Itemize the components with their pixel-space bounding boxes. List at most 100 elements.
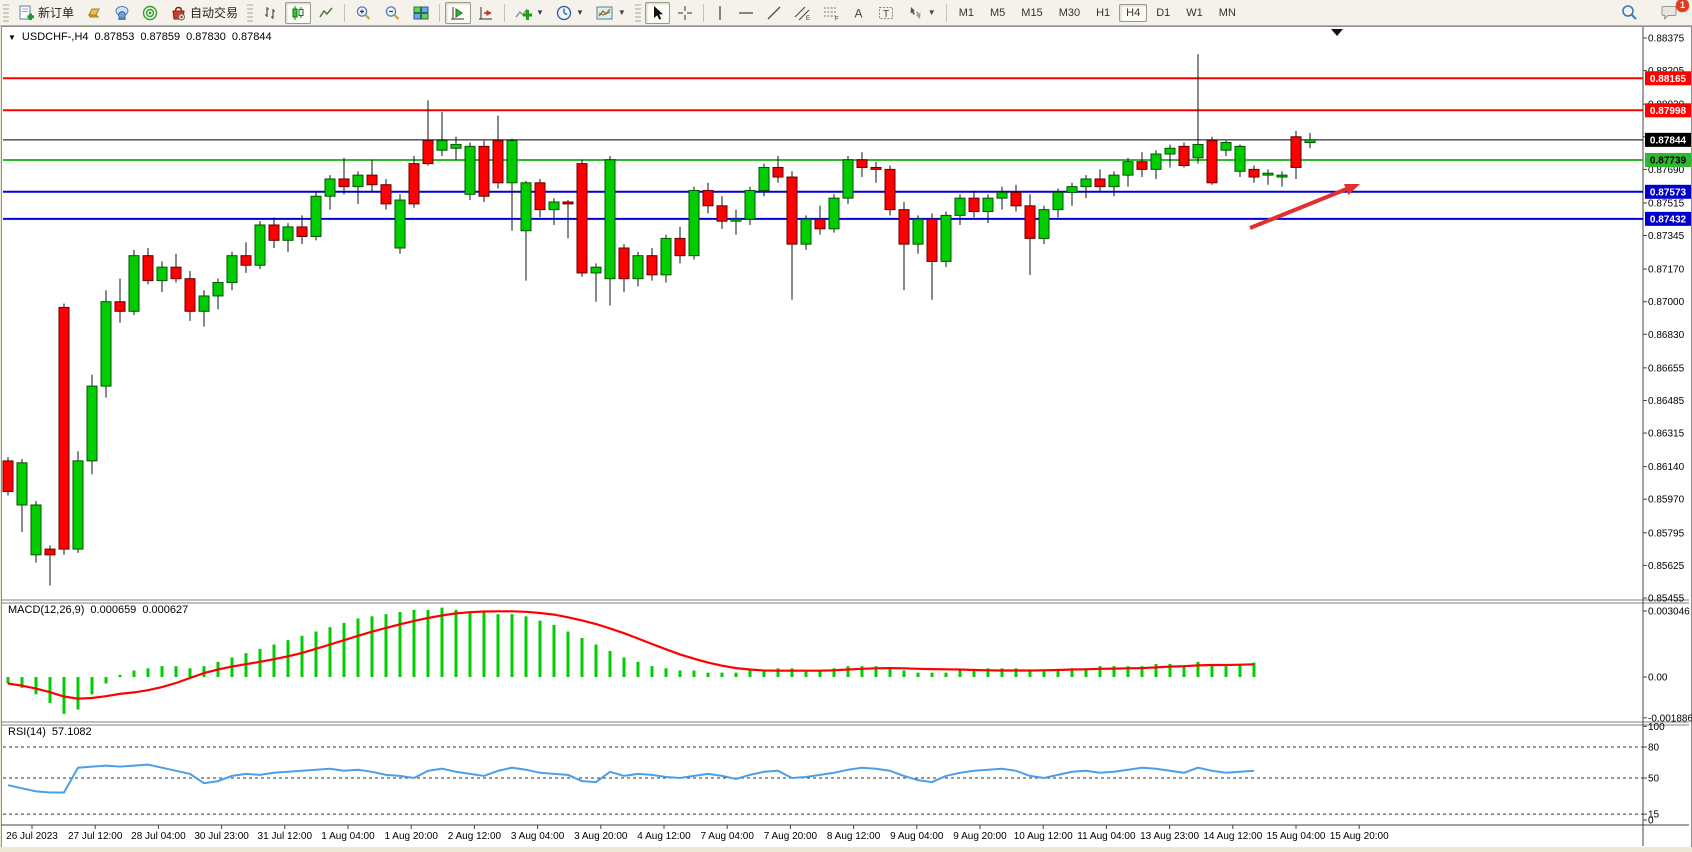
fibonacci-tool-button[interactable]: F bbox=[818, 2, 845, 24]
candlestick[interactable] bbox=[1234, 145, 1246, 172]
candlestick[interactable] bbox=[72, 460, 84, 550]
candlestick[interactable] bbox=[450, 143, 462, 149]
candlestick[interactable] bbox=[478, 145, 490, 197]
channel-tool-button[interactable]: E bbox=[789, 2, 816, 24]
candlestick[interactable] bbox=[394, 199, 406, 249]
candlestick[interactable] bbox=[142, 255, 154, 282]
candlestick[interactable] bbox=[338, 178, 350, 188]
trend-arrow-head[interactable] bbox=[1344, 184, 1360, 195]
candlestick[interactable] bbox=[114, 301, 126, 312]
candlestick[interactable] bbox=[30, 504, 42, 556]
candlestick[interactable] bbox=[674, 237, 686, 257]
chevron-down-icon[interactable]: ▼ bbox=[617, 8, 626, 17]
candlestick[interactable] bbox=[982, 197, 994, 213]
candlestick[interactable] bbox=[688, 189, 700, 257]
candlestick[interactable] bbox=[576, 163, 588, 274]
candlestick[interactable] bbox=[926, 218, 938, 262]
candlestick[interactable] bbox=[366, 174, 378, 186]
candlestick[interactable] bbox=[506, 140, 518, 184]
candlestick[interactable] bbox=[1066, 186, 1078, 193]
candlestick[interactable] bbox=[1108, 174, 1120, 188]
candlestick[interactable] bbox=[632, 255, 644, 280]
periods-button[interactable]: ▼ bbox=[551, 2, 589, 24]
candlestick[interactable] bbox=[436, 140, 448, 151]
candlestick[interactable] bbox=[828, 197, 840, 230]
candlestick[interactable] bbox=[716, 205, 728, 222]
candlestick[interactable] bbox=[1136, 161, 1148, 170]
candlestick[interactable] bbox=[198, 295, 210, 312]
timeframe-button-d1[interactable]: D1 bbox=[1156, 6, 1171, 19]
timeframe-button-w1[interactable]: W1 bbox=[1186, 6, 1203, 19]
candlestick[interactable] bbox=[1164, 147, 1176, 155]
timeframe-button-h4[interactable]: H4 bbox=[1119, 3, 1148, 22]
candlestick[interactable] bbox=[618, 247, 630, 280]
trend-arrow-annotation[interactable] bbox=[1249, 184, 1355, 230]
chevron-down-icon[interactable]: ▼ bbox=[927, 8, 936, 17]
candlestick[interactable] bbox=[170, 266, 182, 280]
candlestick[interactable] bbox=[58, 306, 70, 550]
candlestick[interactable] bbox=[744, 189, 756, 220]
trendline-tool-button[interactable] bbox=[761, 2, 787, 24]
candlestick[interactable] bbox=[1150, 153, 1162, 170]
candlestick[interactable] bbox=[1304, 139, 1316, 144]
text-tool-button[interactable]: A bbox=[847, 2, 871, 24]
candlestick[interactable] bbox=[1052, 191, 1064, 211]
toolbar-drag-handle[interactable] bbox=[247, 3, 254, 22]
candlestick[interactable] bbox=[1178, 145, 1190, 167]
toolbar-drag-handle[interactable] bbox=[634, 3, 641, 22]
candlestick[interactable] bbox=[898, 209, 910, 245]
candlestick[interactable] bbox=[562, 201, 574, 205]
candlestick[interactable] bbox=[492, 140, 504, 184]
candlestick[interactable] bbox=[604, 159, 616, 280]
candlestick[interactable] bbox=[1220, 142, 1232, 151]
candlestick[interactable] bbox=[1248, 168, 1260, 178]
timeframe-button-m1[interactable]: M1 bbox=[958, 6, 974, 19]
candlestick[interactable] bbox=[968, 197, 980, 213]
candlestick[interactable] bbox=[240, 255, 252, 266]
candlestick[interactable] bbox=[422, 140, 434, 165]
candlestick[interactable] bbox=[548, 201, 560, 211]
candlestick[interactable] bbox=[1262, 172, 1274, 176]
candlestick[interactable] bbox=[758, 166, 770, 191]
chevron-down-icon[interactable]: ▼ bbox=[575, 8, 584, 17]
candlestick[interactable] bbox=[464, 145, 476, 195]
signals-button[interactable] bbox=[137, 2, 163, 24]
candlestick[interactable] bbox=[268, 224, 280, 241]
candlestick[interactable] bbox=[800, 218, 812, 245]
candlestick[interactable] bbox=[310, 195, 322, 237]
cursor-tool-button[interactable] bbox=[644, 1, 670, 24]
candlestick[interactable] bbox=[282, 226, 294, 241]
candlestick[interactable] bbox=[660, 237, 672, 276]
candlestick[interactable] bbox=[1122, 161, 1134, 176]
candlestick[interactable] bbox=[1290, 136, 1302, 168]
candlestick-mode-button[interactable] bbox=[285, 1, 312, 24]
candlestick[interactable] bbox=[814, 218, 826, 230]
candlestick[interactable] bbox=[1024, 205, 1036, 239]
notifications-button[interactable]: 1 bbox=[1655, 0, 1689, 24]
candlestick[interactable] bbox=[534, 182, 546, 211]
auto-trading-button[interactable]: 自动交易 bbox=[165, 1, 243, 24]
candlestick[interactable] bbox=[954, 197, 966, 216]
candlestick[interactable] bbox=[842, 159, 854, 199]
candlestick[interactable] bbox=[590, 266, 602, 274]
candlestick[interactable] bbox=[1206, 140, 1218, 184]
candlestick[interactable] bbox=[408, 163, 420, 205]
candlestick[interactable] bbox=[44, 548, 56, 556]
line-chart-mode-button[interactable] bbox=[313, 2, 339, 24]
toolbar-drag-handle[interactable] bbox=[3, 3, 9, 22]
candlestick[interactable] bbox=[1094, 178, 1106, 188]
gold-symbol-button[interactable] bbox=[81, 2, 107, 24]
candlestick[interactable] bbox=[296, 226, 308, 237]
zoom-in-button[interactable] bbox=[350, 2, 377, 24]
candlestick[interactable] bbox=[912, 218, 924, 245]
candlestick[interactable] bbox=[870, 166, 882, 170]
candlestick[interactable] bbox=[1192, 143, 1204, 159]
candlestick[interactable] bbox=[212, 282, 224, 297]
candlestick[interactable] bbox=[226, 255, 238, 284]
candlestick[interactable] bbox=[1038, 209, 1050, 239]
candlestick[interactable] bbox=[352, 174, 364, 188]
candlestick[interactable] bbox=[996, 191, 1008, 199]
candlestick[interactable] bbox=[16, 462, 28, 506]
text-label-tool-button[interactable]: T bbox=[873, 2, 900, 24]
